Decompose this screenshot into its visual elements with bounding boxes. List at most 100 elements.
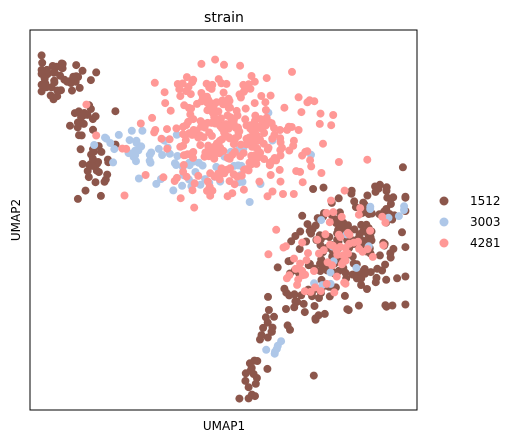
point-3003 [317, 216, 326, 225]
point-4281 [170, 177, 179, 185]
point-4281 [250, 99, 259, 108]
point-4281 [317, 169, 326, 177]
point-3003 [145, 150, 154, 159]
point-4281 [92, 131, 101, 140]
point-1512 [91, 112, 100, 121]
point-4281 [136, 119, 145, 128]
point-1512 [334, 194, 343, 203]
point-4281 [252, 159, 261, 168]
point-4281 [249, 139, 258, 148]
point-4281 [163, 125, 171, 134]
point-3003 [134, 174, 143, 183]
point-1512 [363, 191, 372, 200]
point-4281 [303, 147, 312, 156]
point-4281 [306, 156, 315, 165]
point-1512 [264, 306, 273, 314]
point-4281 [279, 243, 288, 252]
point-1512 [91, 178, 100, 187]
point-1512 [332, 219, 341, 227]
point-1512 [303, 220, 312, 229]
point-4281 [378, 212, 387, 221]
point-4281 [150, 128, 159, 137]
point-4281 [356, 204, 365, 213]
point-4281 [275, 165, 284, 174]
point-4281 [255, 177, 264, 186]
point-1512 [363, 285, 371, 293]
point-4281 [300, 287, 309, 296]
chart-title: strain [204, 10, 244, 26]
point-4281 [231, 123, 240, 132]
point-1512 [290, 290, 299, 299]
point-1512 [347, 186, 356, 195]
point-4281 [184, 117, 193, 126]
point-4281 [279, 190, 287, 198]
point-4281 [266, 91, 275, 100]
point-4281 [297, 108, 306, 117]
point-4281 [248, 153, 256, 162]
point-4281 [159, 173, 168, 182]
point-3003 [198, 161, 207, 170]
point-4281 [203, 106, 212, 115]
point-4281 [199, 133, 208, 142]
point-4281 [368, 252, 377, 261]
point-3003 [101, 133, 109, 142]
point-4281 [179, 122, 188, 131]
legend-entry-3003: 3003 [439, 215, 501, 229]
legend-marker-1512 [439, 196, 449, 206]
point-4281 [182, 73, 191, 82]
point-4281 [329, 208, 338, 217]
point-1512 [401, 272, 410, 281]
points-layer [37, 51, 410, 403]
point-4281 [189, 75, 198, 84]
point-4281 [190, 179, 199, 188]
point-4281 [333, 250, 342, 259]
point-4281 [313, 235, 322, 244]
point-1512 [246, 366, 255, 375]
point-1512 [76, 145, 85, 154]
point-1512 [315, 294, 323, 302]
point-4281 [316, 287, 325, 296]
point-1512 [259, 323, 268, 332]
point-1512 [267, 327, 276, 336]
point-4281 [161, 99, 170, 108]
point-1512 [50, 76, 59, 85]
point-1512 [63, 77, 72, 86]
point-4281 [185, 104, 194, 113]
point-1512 [92, 68, 101, 77]
point-1512 [70, 109, 79, 118]
point-1512 [309, 185, 318, 193]
point-4281 [220, 60, 228, 69]
point-4281 [222, 120, 231, 129]
point-1512 [354, 301, 363, 310]
point-1512 [79, 111, 88, 120]
point-4281 [166, 106, 175, 115]
point-4281 [241, 104, 250, 113]
point-4281 [322, 209, 331, 217]
point-1512 [273, 263, 282, 272]
point-1512 [287, 237, 296, 246]
point-4281 [222, 79, 231, 88]
legend-entry-4281: 4281 [439, 236, 501, 250]
point-1512 [280, 284, 289, 293]
point-4281 [163, 144, 172, 153]
point-4281 [225, 133, 233, 142]
point-4281 [250, 117, 259, 125]
point-1512 [381, 260, 390, 269]
point-4281 [354, 237, 362, 246]
point-1512 [350, 225, 359, 234]
point-4281 [214, 169, 222, 178]
point-4281 [148, 113, 157, 122]
point-4281 [305, 96, 314, 105]
point-3003 [262, 345, 271, 354]
point-4281 [340, 186, 349, 195]
legend-marker-4281 [439, 238, 449, 248]
point-4281 [205, 147, 214, 156]
point-4281 [270, 124, 278, 132]
point-3003 [154, 144, 163, 153]
point-4281 [230, 147, 239, 156]
point-4281 [366, 226, 375, 235]
point-4281 [354, 210, 363, 219]
point-1512 [388, 301, 397, 310]
point-4281 [211, 55, 220, 64]
point-1512 [56, 71, 65, 80]
